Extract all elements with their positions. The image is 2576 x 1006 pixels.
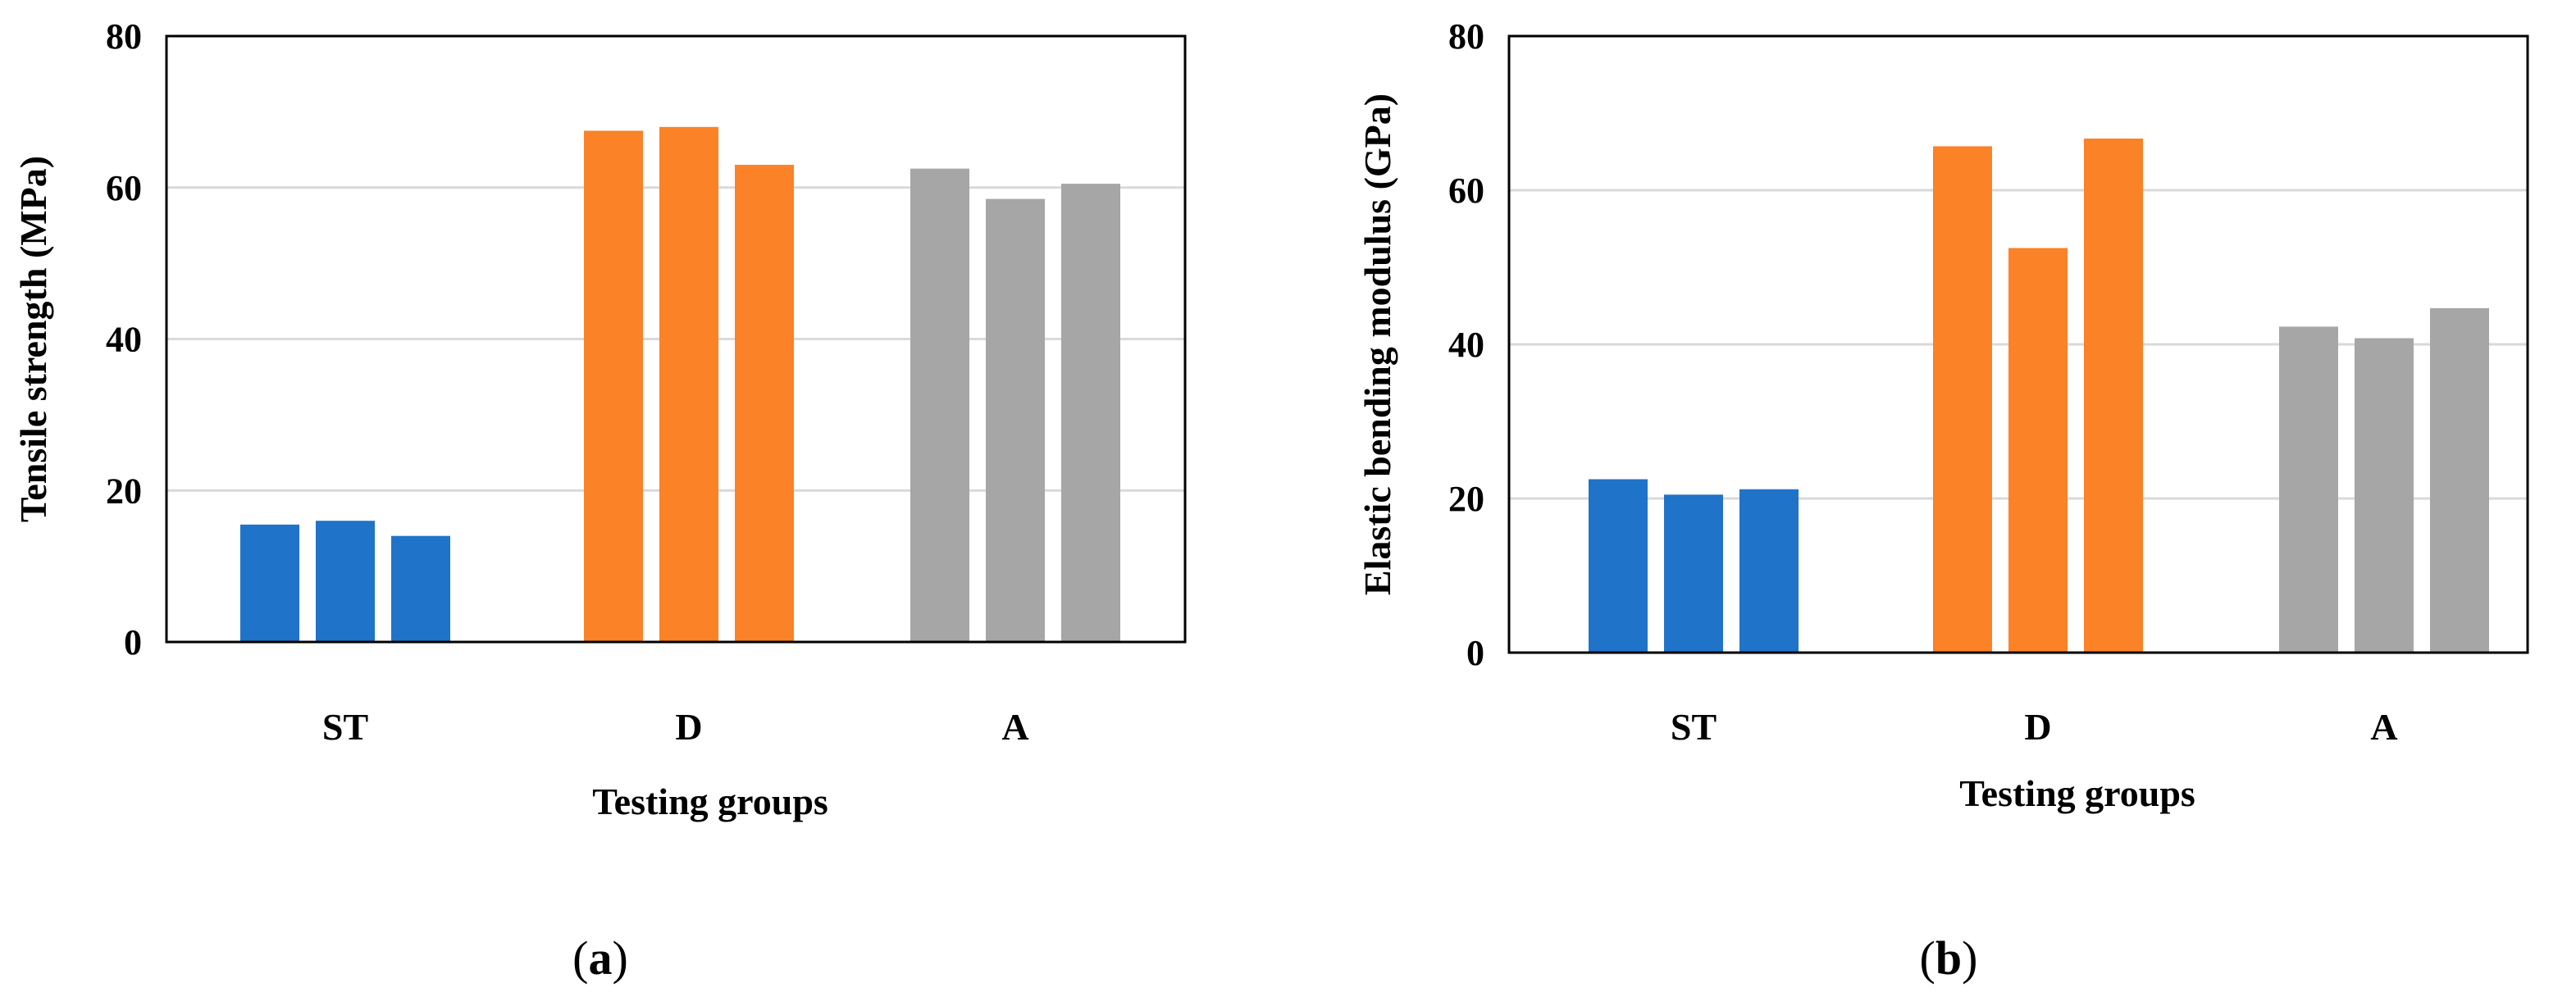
bar-st-1 xyxy=(1589,479,1648,653)
chart-b-ytick-60: 60 xyxy=(1448,171,1484,211)
bar-a-3 xyxy=(1061,184,1120,643)
chart-b-ytick-20: 20 xyxy=(1448,479,1484,519)
bar-a-2 xyxy=(986,198,1045,642)
bar-a-1 xyxy=(910,168,969,642)
bar-a-1 xyxy=(2279,326,2338,653)
chart-b-ytick-0: 0 xyxy=(1466,633,1484,673)
bar-d-2 xyxy=(659,126,718,643)
bar-st-1 xyxy=(240,524,299,642)
chart-b-panel-letter: b xyxy=(1935,931,1962,985)
chart-b-bars xyxy=(1589,139,2489,653)
bar-a-3 xyxy=(2430,307,2489,653)
bar-d-3 xyxy=(2084,139,2143,653)
chart-a-ytick-40: 40 xyxy=(106,320,142,360)
bar-a-2 xyxy=(2355,338,2414,653)
chart-a-ytick-20: 20 xyxy=(106,471,142,511)
bar-d-1 xyxy=(1933,146,1992,653)
chart-b-category-d: D xyxy=(2024,706,2051,748)
chart-a-panel-label: (a) xyxy=(572,931,628,985)
chart-a-x-axis-title: Testing groups xyxy=(592,781,828,822)
chart-a-ytick-0: 0 xyxy=(124,622,142,662)
chart-b-y-axis-title: Elastic bending modulus (GPa) xyxy=(1356,93,1398,595)
chart-a-panel-letter: a xyxy=(589,931,613,985)
bar-d-3 xyxy=(735,165,794,643)
chart-a-ytick-80: 80 xyxy=(106,16,142,57)
chart-a-category-d: D xyxy=(675,706,702,748)
bar-st-3 xyxy=(391,535,450,642)
chart-a-category-st: ST xyxy=(322,706,368,748)
chart-a-bars xyxy=(240,126,1120,643)
chart-a: 0 20 40 60 80 ST D A Testing groups Tens… xyxy=(12,16,1187,985)
chart-b-plot-frame xyxy=(1507,34,2529,654)
chart-b-panel-label: (b) xyxy=(1920,931,1978,985)
chart-a-y-axis-title: Tensile strength (MPa) xyxy=(12,156,54,522)
bar-st-2 xyxy=(316,521,375,642)
chart-b-x-axis-title: Testing groups xyxy=(1959,772,2195,814)
bar-st-2 xyxy=(1664,494,1723,653)
bar-st-3 xyxy=(1739,489,1799,653)
chart-a-ytick-60: 60 xyxy=(106,168,142,208)
chart-b: 0 20 40 60 80 ST D A Testing groups Elas… xyxy=(1356,16,2529,985)
bar-d-2 xyxy=(2008,248,2068,653)
chart-b-category-a: A xyxy=(2370,706,2397,748)
chart-b-ytick-40: 40 xyxy=(1448,325,1484,365)
chart-a-plot-frame xyxy=(165,34,1187,644)
chart-a-category-a: A xyxy=(1001,706,1028,748)
bar-d-1 xyxy=(584,130,643,642)
chart-b-ytick-80: 80 xyxy=(1448,16,1484,57)
chart-b-category-st: ST xyxy=(1671,706,1717,748)
